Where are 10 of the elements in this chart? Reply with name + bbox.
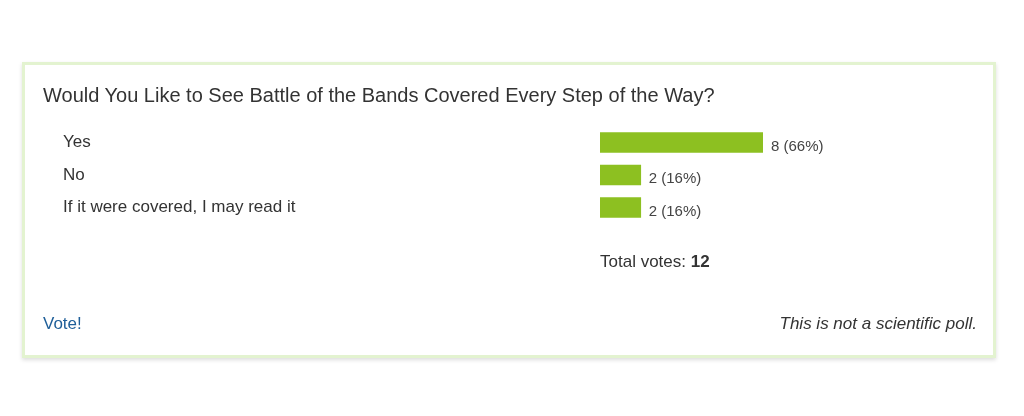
y-tick-label: Yes [63,132,91,152]
data-label: 8 (66%) [771,136,824,154]
data-label: 2 (16%) [648,169,702,187]
y-tick-label: If it were covered, I may read it [63,197,296,217]
data-label: 2 (16%) [648,201,702,219]
text: Total votes: 12 [600,252,710,272]
y-tick-label: No [63,164,85,184]
text: Vote! [43,314,82,334]
text: Would You Like to See Battle of the Bands Covered Every Step of the Way? [43,84,715,107]
text: This is not a scientific poll. [779,314,977,334]
